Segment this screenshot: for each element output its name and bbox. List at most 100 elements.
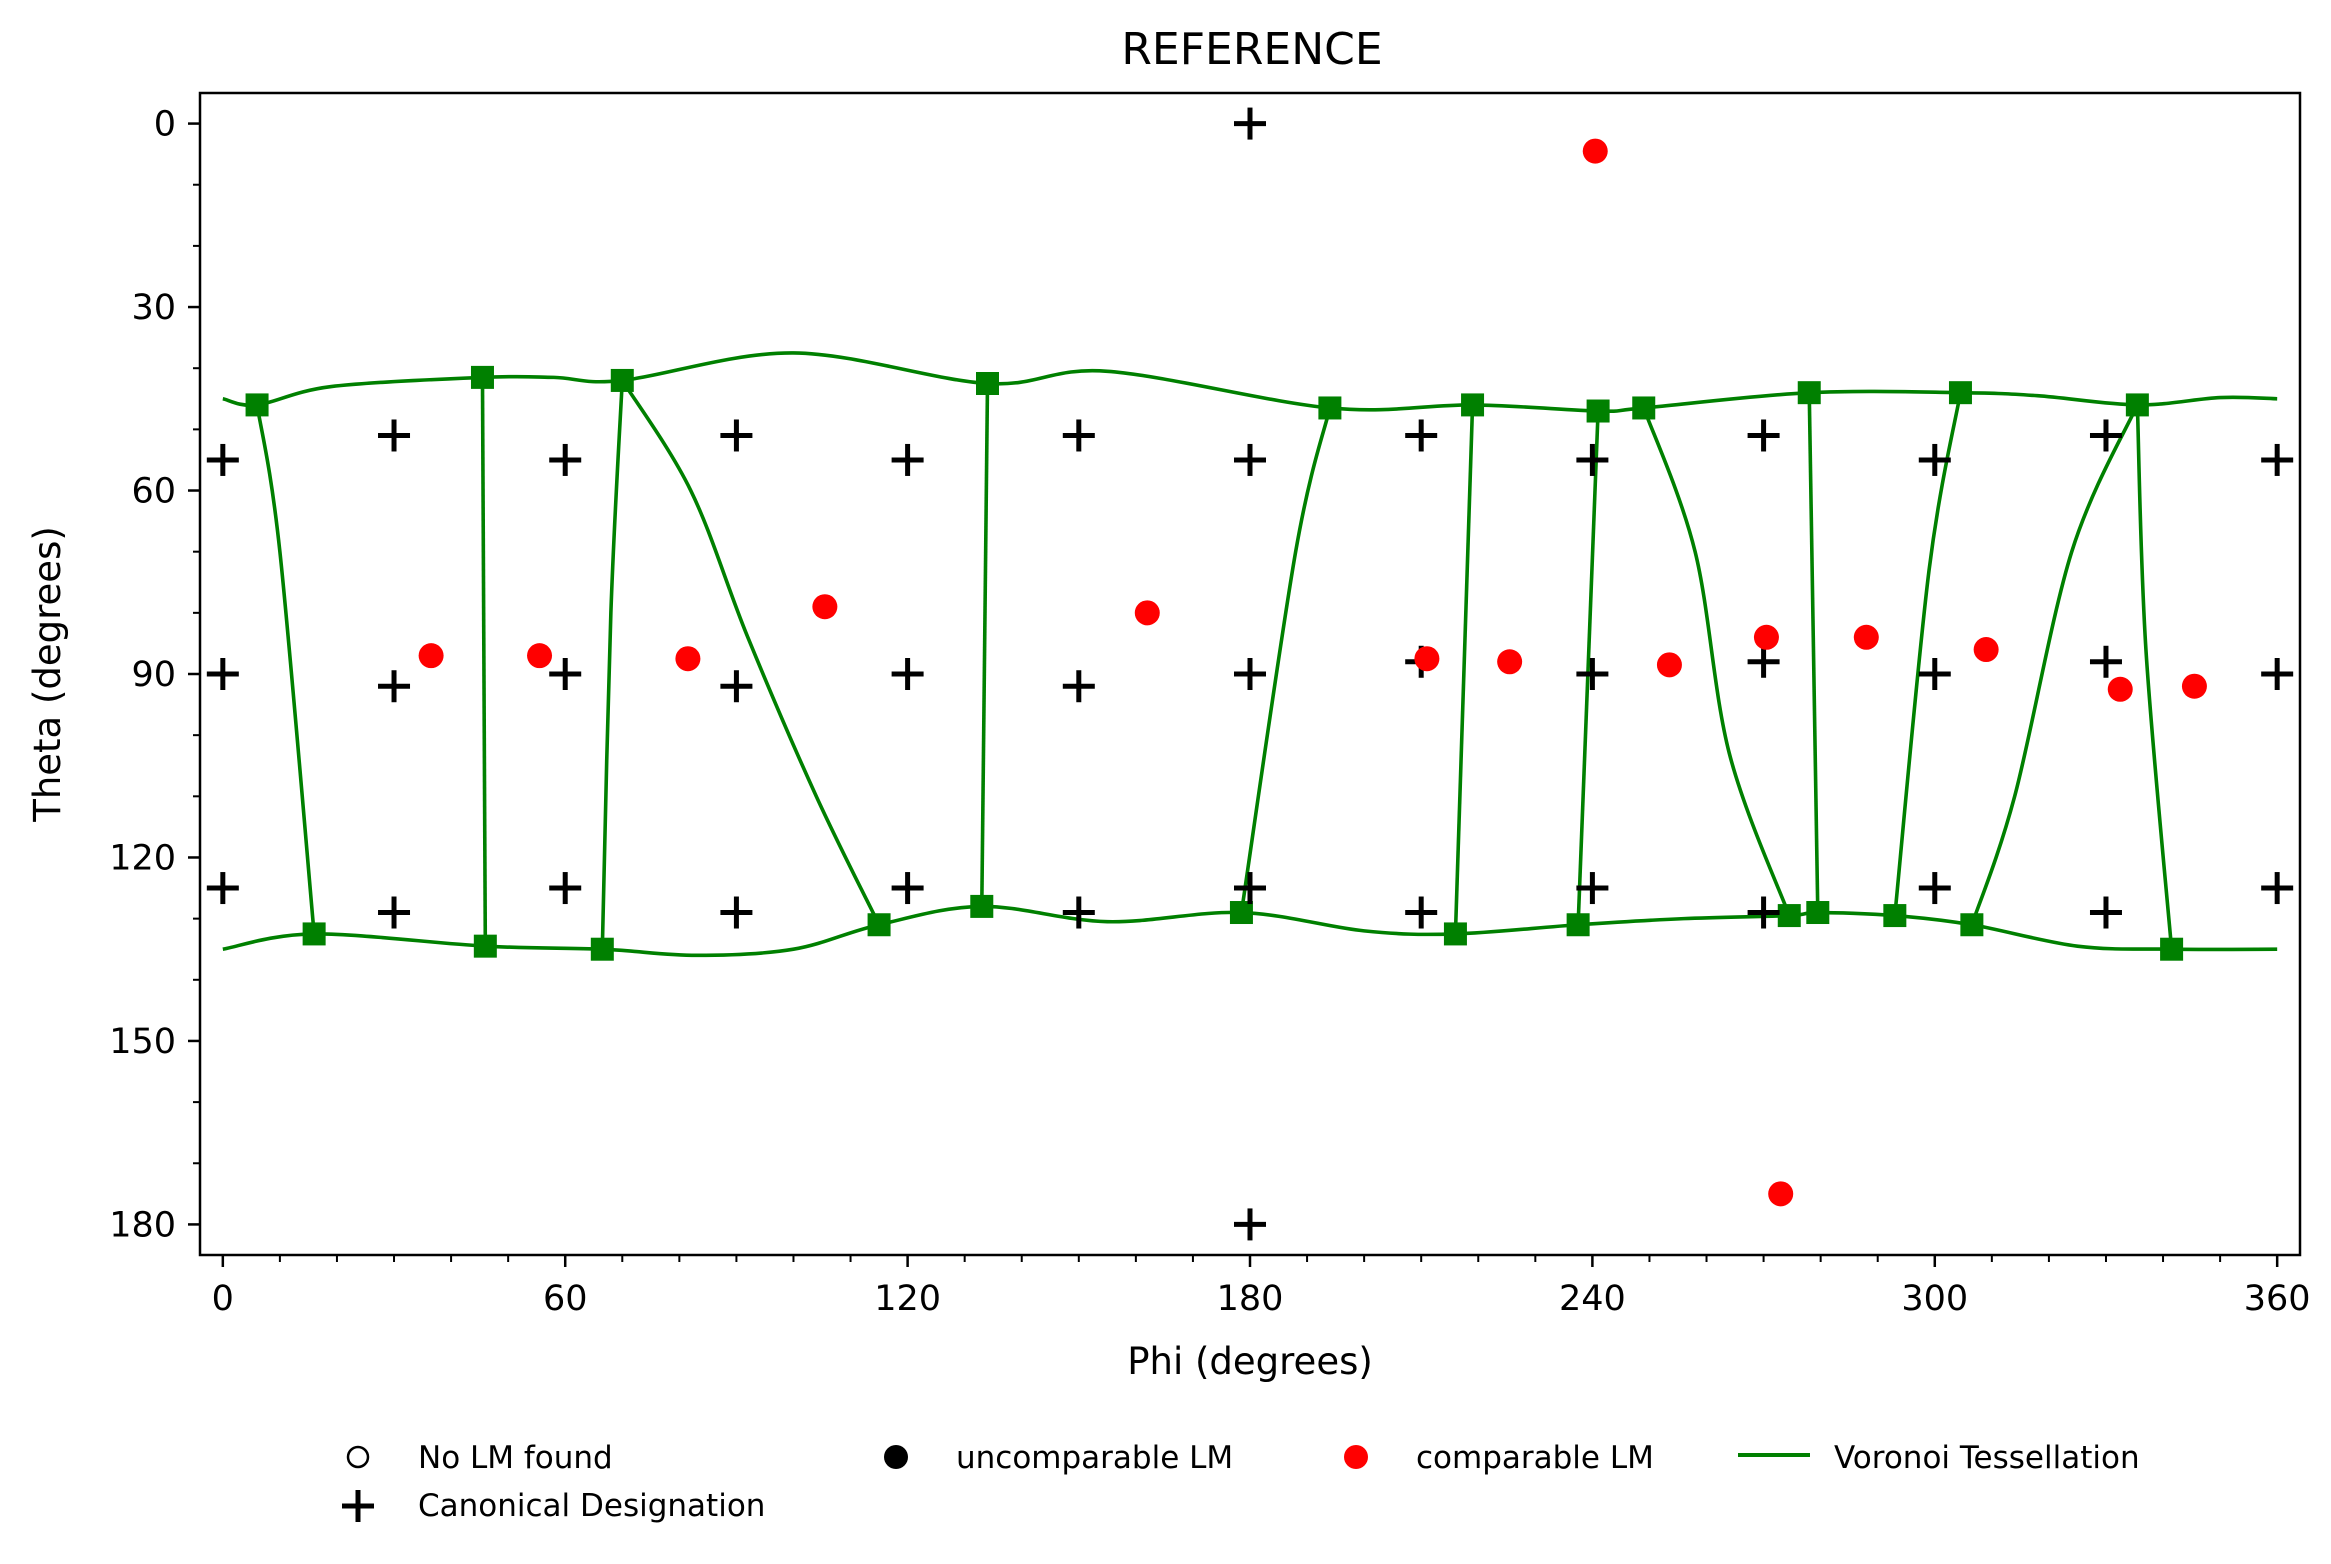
legend-item-voronoi: Voronoi Tessellation <box>1738 1440 2140 1476</box>
canonical-plus-marker <box>1747 645 1780 678</box>
comparable-lm-point <box>1134 600 1160 626</box>
canonical-plus-marker <box>1405 896 1438 929</box>
comparable-lm-point <box>1973 637 1999 663</box>
canonical-plus-marker <box>2089 419 2122 452</box>
voronoi-vertex <box>302 922 326 946</box>
canonical-plus-marker <box>1405 419 1438 452</box>
voronoi-vertex <box>1318 396 1342 420</box>
canonical-plus-marker <box>891 872 924 905</box>
legend-label-canonical: Canonical Designation <box>418 1488 765 1524</box>
comparable-lm-point <box>1497 649 1523 675</box>
canonical-plus-marker <box>891 658 924 690</box>
comparable-lm-point <box>812 594 838 620</box>
canonical-plus-marker <box>1234 1208 1266 1241</box>
comparable-lm-point <box>1582 138 1608 164</box>
canonical-plus-marker <box>1576 872 1609 905</box>
voronoi-edge <box>222 351 2278 413</box>
voronoi-vertex <box>1883 904 1907 928</box>
canonical-plus-marker <box>1234 872 1266 905</box>
comparable-lm-point <box>1414 646 1440 672</box>
canonical-plus-marker <box>2261 658 2294 690</box>
comparable-lm-point <box>418 643 444 669</box>
canonical-plus-marker <box>2261 443 2294 476</box>
canonical-plus-marker <box>378 670 411 703</box>
voronoi-edge <box>1453 404 1475 934</box>
canonical-plus-marker <box>1234 658 1266 690</box>
comparable-lm <box>418 138 2207 1207</box>
voronoi-edge <box>600 380 625 950</box>
legend-label-voronoi: Voronoi Tessellation <box>1834 1440 2140 1476</box>
y-tick-label: 60 <box>131 472 176 512</box>
voronoi-vertex <box>1948 381 1972 405</box>
y-tick-label: 30 <box>131 288 176 328</box>
comparable-lm-point <box>675 646 701 672</box>
comparable-lm-point <box>1656 652 1682 678</box>
voronoi-vertex <box>867 913 891 937</box>
voronoi-edge <box>1576 410 1600 925</box>
canonical-plus-marker <box>206 872 239 905</box>
voronoi-vertex <box>1443 922 1467 946</box>
legend-label-uncomparable: uncomparable LM <box>956 1440 1233 1476</box>
comparable-lm-point <box>1768 1181 1794 1207</box>
canonical-plus-marker <box>206 658 239 690</box>
x-axis: 0 60 120 180 240 300 360 <box>212 1255 2311 1319</box>
voronoi-edge <box>979 383 990 907</box>
canonical-plus-marker <box>1747 419 1780 452</box>
canonical-plus-marker <box>720 419 753 452</box>
canonical-plus-marker <box>720 896 753 929</box>
legend: No LM found uncomparable LM comparable L… <box>342 1440 2140 1524</box>
voronoi-edge <box>1970 404 2140 926</box>
legend-item-no-lm: No LM found <box>346 1440 613 1476</box>
comparable-lm-point <box>2181 673 2207 699</box>
voronoi-vertex <box>590 937 614 961</box>
legend-red-circle-marker <box>1344 1445 1368 1469</box>
voronoi-vertex <box>473 934 497 958</box>
canonical-plus-marker <box>1918 443 1951 476</box>
canonical-plus-marker <box>720 670 753 703</box>
voronoi-vertex <box>2125 393 2149 417</box>
voronoi-edge <box>1642 407 1791 917</box>
voronoi-vertex <box>470 365 494 389</box>
comparable-lm-point <box>2107 676 2133 702</box>
plot-area <box>206 107 2294 1241</box>
voronoi-edge <box>1893 392 1963 916</box>
canonical-plus-marker <box>1576 443 1609 476</box>
canonical-plus-marker <box>378 419 411 452</box>
y-tick-label: 180 <box>109 1205 176 1245</box>
voronoi-vertex <box>1806 901 1830 925</box>
canonical-plus-marker <box>549 872 582 905</box>
x-tick-label: 300 <box>1901 1279 1968 1319</box>
y-tick-label: 120 <box>109 838 176 878</box>
legend-label-no-lm: No LM found <box>418 1440 613 1476</box>
voronoi-vertex <box>1797 381 1821 405</box>
x-tick-label: 360 <box>2244 1279 2311 1319</box>
y-axis: 0 30 60 90 120 150 180 <box>109 105 200 1245</box>
y-axis-label: Theta (degrees) <box>26 526 69 823</box>
voronoi-edge <box>2135 404 2174 950</box>
canonical-plus-marker <box>1918 658 1951 690</box>
canonical-plus-marker <box>2089 645 2122 678</box>
y-tick-label: 90 <box>131 655 176 695</box>
canonical-plus-marker <box>1234 107 1266 140</box>
canonical-plus-marker <box>549 443 582 476</box>
canonical-plus-marker <box>2261 872 2294 905</box>
voronoi-vertex <box>1229 901 1253 925</box>
legend-item-canonical: Canonical Designation <box>342 1488 765 1524</box>
canonical-plus-marker <box>1576 658 1609 690</box>
canonical-plus-marker <box>1234 443 1266 476</box>
voronoi-vertex <box>1461 393 1485 417</box>
x-axis-label: Phi (degrees) <box>1127 1340 1373 1383</box>
x-tick-label: 60 <box>543 1279 588 1319</box>
canonical-plus-marker <box>1062 419 1095 452</box>
canonical-plus-marker <box>1918 872 1951 905</box>
y-tick-label: 150 <box>109 1022 176 1062</box>
canonical-plus-marker <box>1747 896 1780 929</box>
comparable-lm-point <box>1853 624 1879 650</box>
voronoi-vertex <box>1777 904 1801 928</box>
canonical-plus-marker <box>1062 670 1095 703</box>
legend-item-uncomparable: uncomparable LM <box>884 1440 1233 1476</box>
voronoi-vertex <box>1632 396 1656 420</box>
voronoi-vertex <box>2160 937 2184 961</box>
